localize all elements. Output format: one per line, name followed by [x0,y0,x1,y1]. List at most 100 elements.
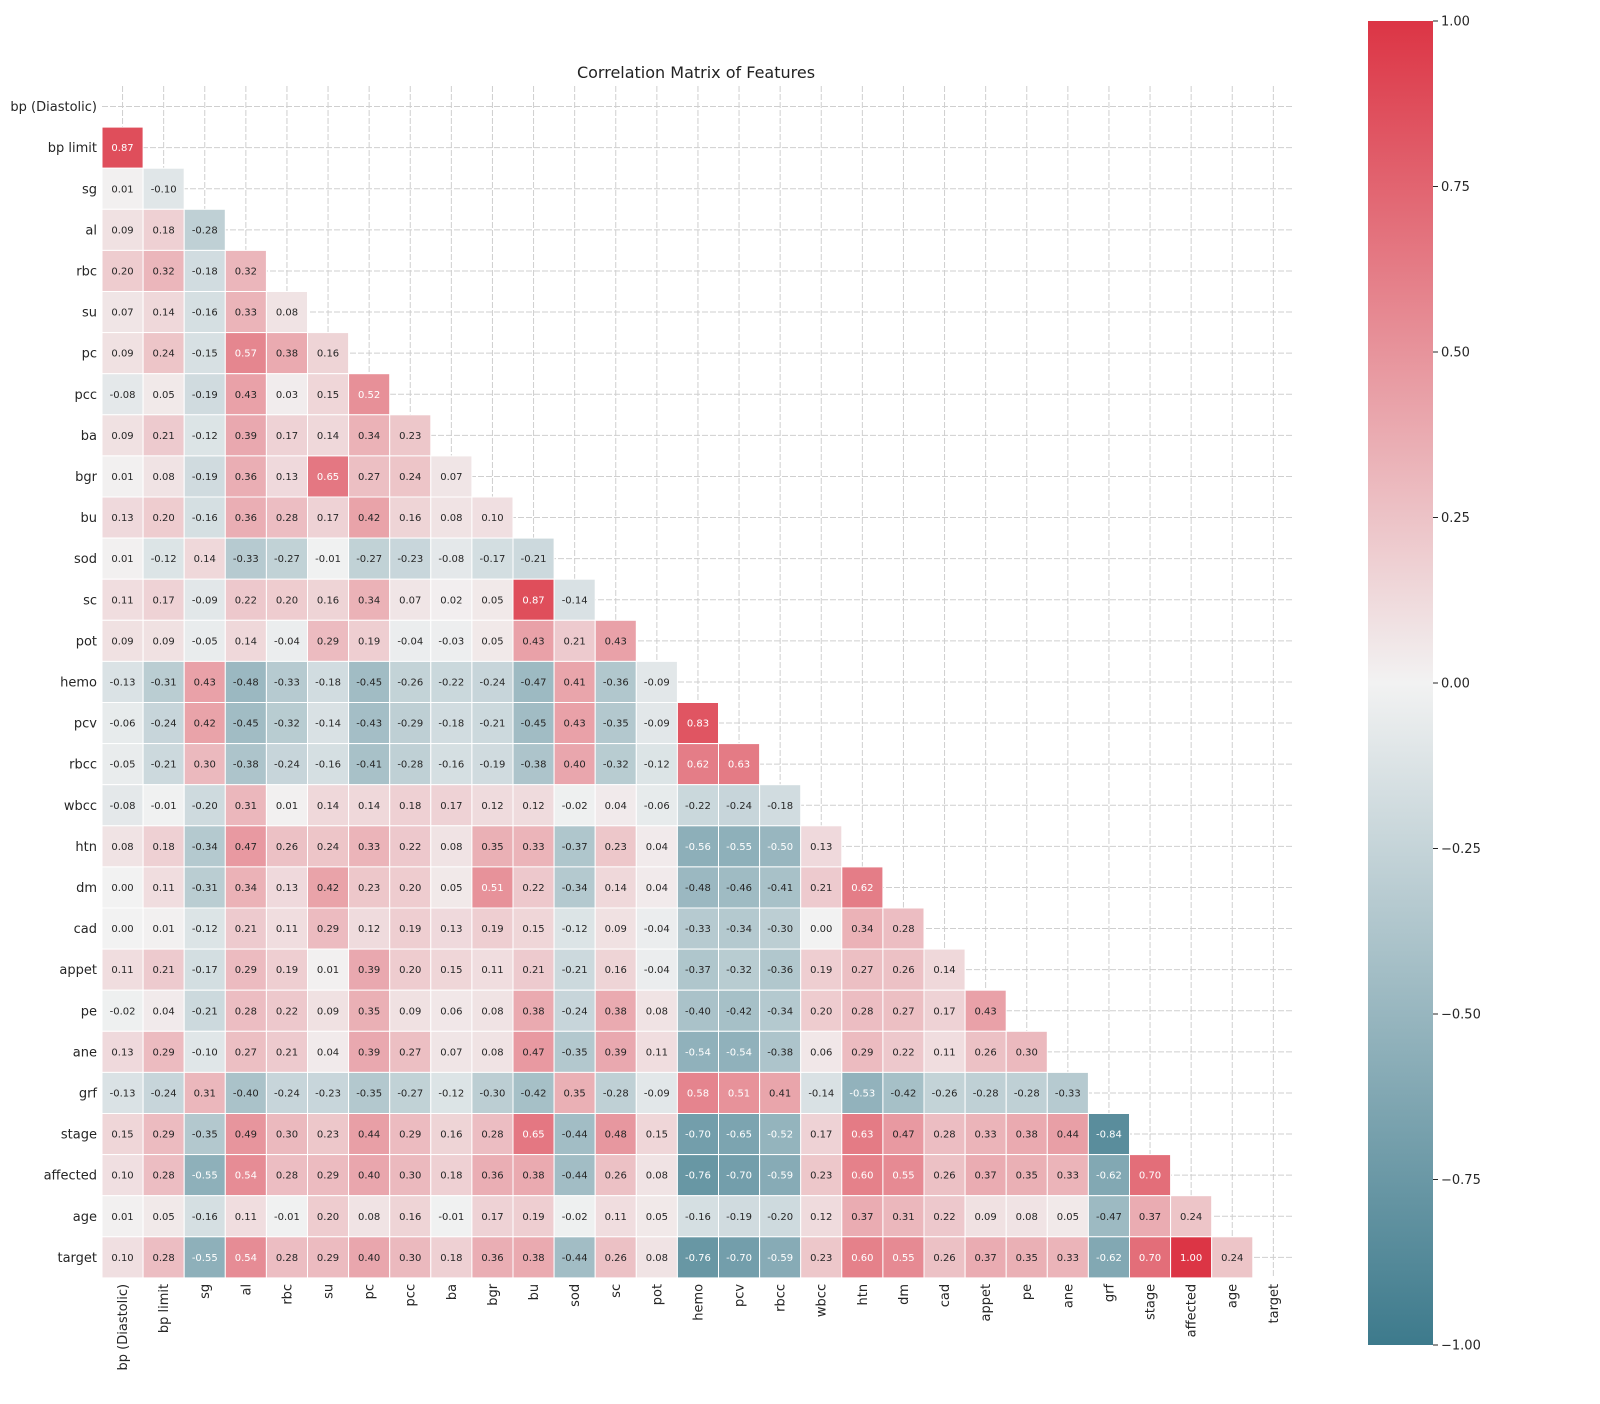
cell-value-label: -0.43 [356,719,382,730]
heatmap-cell [307,496,350,539]
heatmap-cell [101,989,144,1032]
cell-value-label: 0.28 [481,1130,503,1141]
cell-value-label: -0.13 [110,1088,136,1099]
cell-value-label: -0.21 [562,965,588,976]
cell-value-label: -0.27 [274,554,300,565]
cell-value-label: 0.09 [605,924,627,935]
x-tick-label: sod [568,1284,583,1307]
heatmap-cell [718,1071,761,1115]
cell-value-label: 0.27 [358,472,380,483]
cell-value-label: 0.14 [317,801,339,812]
heatmap-cell [101,660,144,704]
cell-value-label: 0.36 [235,472,257,483]
cell-value-label: 0.23 [317,1130,339,1141]
heatmap-cell [1211,1236,1254,1279]
cell-value-label: 0.04 [605,801,627,812]
cell-value-label: -0.02 [562,1212,588,1223]
cell-value-label: -0.38 [767,1047,793,1058]
heatmap-cell [430,619,473,662]
heatmap-cell [800,907,843,950]
y-tick-label: affected [44,1169,97,1184]
cell-value-label: 0.41 [769,1088,791,1099]
heatmap-cell [224,414,267,457]
cell-value-label: 0.17 [933,1006,955,1017]
cell-value-label: -0.02 [562,801,588,812]
heatmap-cell [265,1195,308,1238]
cell-value-label: 0.31 [194,1088,216,1099]
cell-value-label: 0.23 [810,1253,832,1264]
cell-value-label: 0.36 [481,1171,503,1182]
cell-value-label: 0.87 [522,595,544,606]
heatmap-cell [553,1195,596,1238]
heatmap-cell [923,1030,966,1073]
cell-value-label: 0.01 [276,801,298,812]
heatmap-cells [101,126,1254,1279]
cell-value-label: 0.08 [1016,1212,1038,1223]
cell-value-label: -0.14 [808,1088,834,1099]
heatmap-cell [594,1236,637,1279]
cell-value-label: 0.43 [194,677,216,688]
heatmap-cell [183,1030,226,1073]
y-tick-label: pe [81,1004,97,1019]
cell-value-label: 0.21 [153,965,175,976]
cell-value-label: 0.62 [851,883,873,894]
cell-value-label: 0.07 [440,472,462,483]
cell-value-label: 0.13 [111,513,133,524]
heatmap-cell [389,784,432,827]
cell-value-label: 0.26 [605,1253,627,1264]
cell-value-label: 0.33 [1057,1253,1079,1264]
heatmap-cell [307,660,350,704]
cell-value-label: 0.20 [810,1006,832,1017]
cell-value-label: -0.62 [1096,1171,1122,1182]
cell-value-label: 0.10 [111,1253,133,1264]
cell-value-label: 0.21 [276,1047,298,1058]
cell-value-label: 0.57 [235,349,257,360]
cell-value-label: 0.63 [728,760,750,771]
x-tick-label: sg [198,1284,213,1299]
heatmap-cell [471,1195,514,1238]
cell-value-label: -0.22 [438,677,464,688]
heatmap-cell [430,1113,473,1156]
cell-value-label: -0.09 [644,677,670,688]
y-tick-label: pcv [74,717,97,732]
x-tick-label: su [322,1284,337,1299]
heatmap-cell [389,619,432,662]
cell-value-label: 0.23 [358,883,380,894]
cell-value-label: 0.18 [440,1171,462,1182]
cell-value-label: -0.45 [233,719,259,730]
heatmap-cell [224,989,267,1032]
cell-value-label: 0.29 [317,1171,339,1182]
cell-value-label: -0.35 [603,719,629,730]
cell-value-label: 0.12 [522,801,544,812]
heatmap-cell [142,1154,185,1197]
cell-value-label: 0.23 [399,431,421,442]
heatmap-cell [389,1154,432,1197]
heatmap-cell [676,866,720,909]
heatmap-cell [718,1154,761,1197]
heatmap-cell [594,1030,637,1073]
cell-value-label: -0.55 [726,842,752,853]
heatmap-cell [101,291,144,334]
heatmap-cell [923,948,966,991]
heatmap-cell [224,702,267,745]
cell-value-label: 0.01 [317,965,339,976]
heatmap-cell [841,1195,884,1238]
cell-value-label: -0.34 [726,924,752,935]
heatmap-cell [142,1030,185,1073]
cell-value-label: 0.14 [358,801,380,812]
heatmap-cell [512,825,555,868]
heatmap-cell [964,989,1007,1032]
y-tick-label: grf [79,1086,98,1101]
heatmap-cell [923,1236,966,1279]
y-tick-label: appet [59,963,97,978]
cell-value-label: 0.17 [810,1130,832,1141]
heatmap-cell [101,1154,144,1197]
heatmap-cell [512,1071,555,1115]
heatmap-cell [142,784,185,827]
x-tick-label: affected [1185,1284,1200,1337]
x-tick-label: stage [1144,1284,1159,1320]
cell-value-label: -0.55 [192,1253,218,1264]
cell-value-label: 0.55 [892,1171,914,1182]
heatmap-cell [512,907,555,950]
heatmap-cell [471,1030,514,1073]
